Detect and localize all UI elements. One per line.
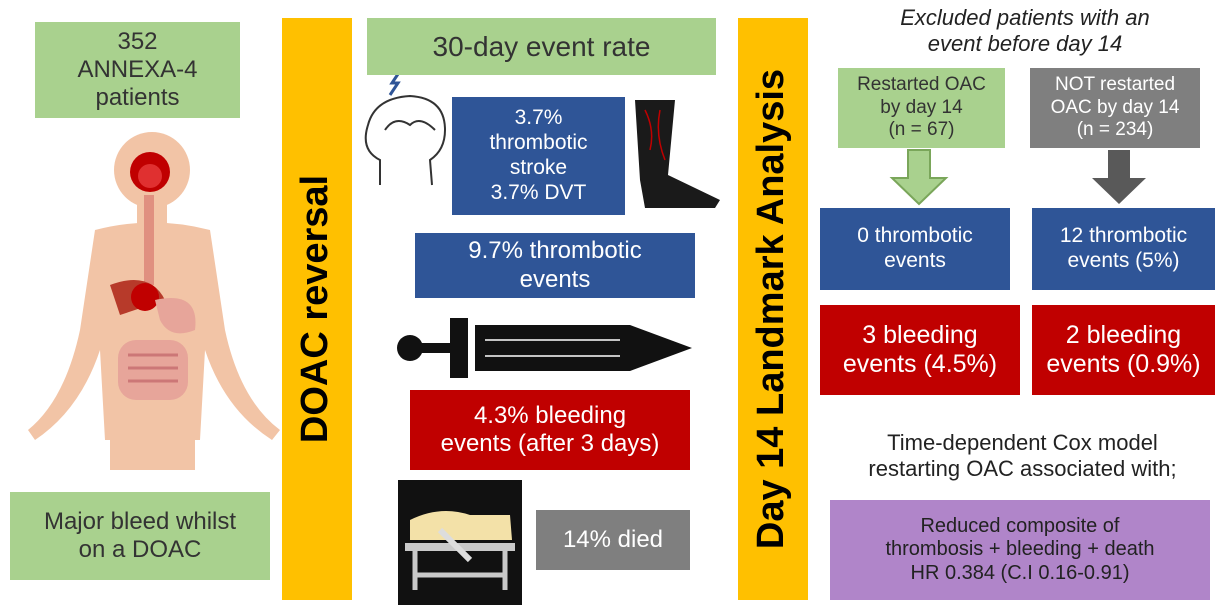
knife-icon: [397, 318, 692, 378]
text: 3.7% DVT: [491, 181, 587, 206]
bed-icon: [398, 480, 522, 605]
text: Time-dependent Cox model: [887, 430, 1158, 456]
brain-icon: [366, 71, 445, 185]
text: events (5%): [1067, 249, 1179, 274]
text: thrombotic: [489, 131, 587, 156]
text: 0 thrombotic: [857, 224, 973, 249]
text: HR 0.384 (C.I 0.16-0.91): [911, 562, 1130, 586]
text: events (after 3 days): [441, 430, 660, 458]
text: ANNEXA-4: [77, 56, 197, 84]
thrombotic-box: 9.7% thrombotic events: [415, 233, 695, 298]
text: NOT restarted: [1055, 74, 1175, 96]
text: 14% died: [563, 526, 663, 554]
text: on a DOAC: [79, 536, 202, 564]
text: Major bleed whilst: [44, 508, 236, 536]
patients-box: 352 ANNEXA-4 patients: [35, 22, 240, 118]
not-restarted-group: NOT restarted OAC by day 14 (n = 234): [1030, 68, 1200, 148]
text: 30-day event rate: [433, 30, 651, 63]
text: event before day 14: [928, 31, 1122, 57]
text: OAC by day 14: [1051, 97, 1180, 119]
not-restarted-bleeding: 2 bleeding events (0.9%): [1032, 305, 1215, 395]
note: Excluded patients with an event before d…: [840, 4, 1210, 58]
page: DOAC reversal Day 14 Landmark Analysis 3…: [0, 0, 1228, 608]
text: Excluded patients with an: [900, 5, 1150, 31]
cox-result: Reduced composite of thrombosis + bleedi…: [830, 500, 1210, 600]
restarted-bleeding: 3 bleeding events (4.5%): [820, 305, 1020, 395]
text: (n = 67): [888, 119, 954, 141]
restarted-thrombotic: 0 thrombotic events: [820, 208, 1010, 290]
text: Restarted OAC: [857, 74, 986, 96]
text: events (0.9%): [1046, 350, 1200, 380]
text: 2 bleeding: [1066, 321, 1181, 351]
text: events: [520, 266, 591, 294]
stroke-dvt-box: 3.7% thrombotic stroke 3.7% DVT: [452, 97, 625, 215]
arrow: [1092, 150, 1146, 204]
text: 9.7% thrombotic: [468, 237, 641, 265]
restarted-group: Restarted OAC by day 14 (n = 67): [838, 68, 1005, 148]
event-rate-title: 30-day event rate: [367, 18, 716, 75]
not-restarted-thrombotic: 12 thrombotic events (5%): [1032, 208, 1215, 290]
bleeding-box: 4.3% bleeding events (after 3 days): [410, 390, 690, 470]
arrow: [892, 150, 946, 204]
text: 4.3% bleeding: [474, 402, 626, 430]
text: by day 14: [880, 97, 962, 119]
text: stroke: [510, 156, 567, 181]
condition-box: Major bleed whilst on a DOAC: [10, 492, 270, 580]
died-box: 14% died: [536, 510, 690, 570]
landmark-title: Day 14 Landmark Analysis: [750, 69, 792, 549]
text: patients: [95, 84, 179, 112]
text: 3.7%: [515, 106, 563, 131]
text: events: [884, 249, 946, 274]
text: 12 thrombotic: [1060, 224, 1187, 249]
text: thrombosis + bleeding + death: [885, 538, 1154, 562]
text: 3 bleeding: [862, 321, 977, 351]
leg-icon: [635, 100, 720, 208]
intervention-label: DOAC reversal: [294, 175, 336, 443]
text: (n = 234): [1077, 119, 1154, 141]
text: 352: [117, 28, 157, 56]
cox-intro: Time-dependent Cox model restarting OAC …: [830, 428, 1215, 484]
text: events (4.5%): [843, 350, 997, 380]
text: restarting OAC associated with;: [868, 456, 1176, 482]
text: Reduced composite of: [920, 515, 1119, 539]
